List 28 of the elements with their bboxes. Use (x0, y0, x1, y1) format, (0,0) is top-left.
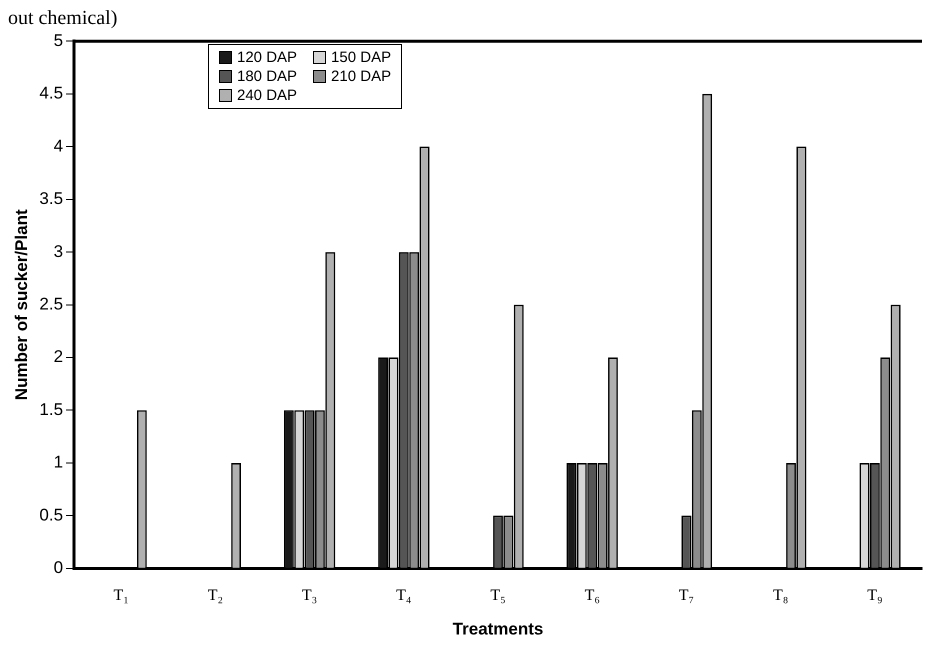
y-tick-label: 4 (54, 136, 64, 156)
x-axis-title: Treatments (452, 619, 544, 638)
legend-label: 180 DAP (237, 68, 298, 85)
x-tick-label: T₁ (113, 587, 129, 604)
legend-label: 240 DAP (237, 87, 298, 104)
x-tick-label: T₉ (867, 587, 883, 604)
text: out chemical) (8, 7, 118, 29)
y-axis-title: Number of sucker/Plant (12, 209, 31, 400)
y-tick-label: 4.5 (39, 84, 64, 103)
y-tick-label: 2.5 (39, 294, 64, 314)
y-tick-label: 1.5 (39, 400, 64, 419)
x-tick-label: T₄ (396, 587, 412, 604)
y-tick-label: 3 (54, 242, 64, 261)
x-tick-label: T₅ (490, 587, 506, 604)
y-tick-label: 2 (54, 347, 64, 366)
legend-label: 150 DAP (331, 49, 392, 66)
y-tick-label: 0 (54, 558, 64, 578)
y-tick-label: 0.5 (39, 505, 64, 524)
legend-label: 120 DAP (237, 49, 298, 66)
y-tick-label: 1 (54, 452, 64, 472)
x-tick-label: T₈ (772, 587, 788, 604)
y-tick-label: 5 (54, 30, 64, 50)
x-tick-label: T₇ (678, 587, 694, 604)
y-tick-label: 3.5 (39, 189, 64, 208)
x-tick-label: T₃ (302, 587, 318, 604)
x-tick-label: T₂ (208, 587, 224, 604)
x-tick-label: T₆ (584, 587, 600, 604)
legend-label: 210 DAP (331, 68, 392, 85)
